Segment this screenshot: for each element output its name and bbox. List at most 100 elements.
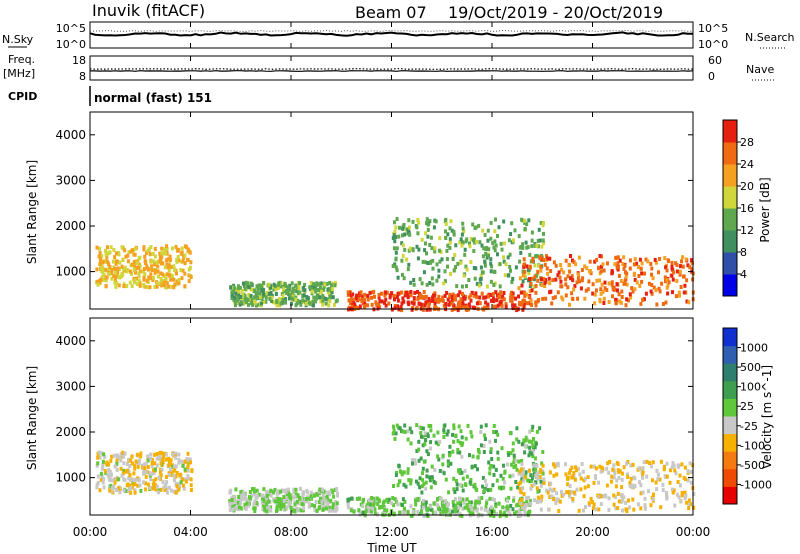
heatmap-cell	[317, 506, 321, 511]
heatmap-cell	[690, 267, 694, 271]
heatmap-cell	[611, 270, 614, 275]
colorbar-segment	[723, 398, 737, 417]
heatmap-cell	[255, 488, 259, 493]
heatmap-cell	[324, 297, 328, 301]
heatmap-cell	[459, 301, 463, 306]
heatmap-cell	[385, 497, 389, 502]
heatmap-cell	[548, 281, 552, 286]
heatmap-cell	[519, 467, 523, 472]
heatmap-cell	[233, 295, 237, 300]
heatmap-cell	[639, 491, 643, 496]
heatmap-cell	[436, 442, 440, 447]
heatmap-cell	[462, 500, 466, 505]
heatmap-cell	[134, 459, 138, 464]
heatmap-cell	[482, 246, 486, 251]
heatmap-cell	[142, 245, 146, 250]
heatmap-cell	[258, 295, 262, 300]
heatmap-cell	[577, 508, 581, 513]
heatmap-cell	[161, 480, 165, 484]
heatmap-cell	[600, 465, 604, 470]
heatmap-cell	[114, 274, 118, 279]
heatmap-cell	[407, 262, 411, 267]
heatmap-cell	[463, 252, 467, 257]
heatmap-cell	[559, 284, 563, 289]
heatmap-cell	[599, 287, 603, 292]
heatmap-cell	[680, 491, 684, 495]
heatmap-cell	[424, 300, 428, 305]
heatmap-cell	[239, 501, 243, 506]
heatmap-cell	[287, 494, 291, 499]
heatmap-cell	[614, 255, 618, 260]
heatmap-cell	[397, 464, 401, 469]
heatmap-cell	[121, 471, 125, 476]
heatmap-cell	[554, 263, 558, 268]
heatmap-cell	[418, 511, 421, 516]
heatmap-cell	[164, 276, 168, 281]
heatmap-cell	[138, 269, 142, 274]
heatmap-cell	[294, 286, 298, 291]
heatmap-cell	[122, 267, 126, 272]
heatmap-cell	[253, 509, 257, 513]
heatmap-cell	[539, 507, 543, 512]
heatmap-cell	[317, 500, 321, 505]
heatmap-cell	[165, 475, 168, 479]
heatmap-cell	[507, 273, 511, 278]
heatmap-cell	[620, 289, 624, 294]
heatmap-cell	[587, 279, 591, 284]
heatmap-cell	[262, 300, 266, 305]
heatmap-cell	[461, 221, 465, 226]
heatmap-cell	[149, 276, 153, 281]
heatmap-cell	[532, 467, 536, 472]
heatmap-cell	[150, 461, 154, 466]
heatmap-cell	[126, 253, 130, 258]
heatmap-cell	[346, 502, 350, 507]
heatmap-cell	[602, 301, 606, 305]
heatmap-cell	[291, 293, 295, 298]
heatmap-cell	[619, 279, 623, 283]
heatmap-cell	[144, 470, 148, 474]
heatmap-cell	[243, 495, 247, 500]
heatmap-cell	[527, 439, 531, 444]
heatmap-cell	[597, 495, 601, 500]
heatmap-cell	[352, 509, 356, 514]
heatmap-cell	[325, 282, 329, 286]
heatmap-cell	[643, 271, 646, 276]
heatmap-cell	[321, 505, 325, 510]
heatmap-cell	[125, 468, 129, 473]
heatmap-cell	[502, 219, 506, 224]
heatmap-cell	[256, 287, 260, 292]
colorbar-tick-label: 25	[740, 400, 754, 413]
heatmap-cell	[625, 297, 629, 302]
heatmap-cell	[622, 255, 626, 260]
heatmap-cell	[486, 228, 490, 233]
heatmap-cell	[393, 497, 397, 502]
heatmap-cell	[466, 423, 470, 428]
heatmap-cell	[121, 450, 125, 455]
heatmap-cell	[500, 247, 504, 252]
heatmap-cell	[457, 505, 461, 510]
heatmap-cell	[486, 509, 490, 514]
heatmap-cell	[142, 471, 145, 476]
heatmap-cell	[534, 473, 538, 478]
heatmap-cell	[169, 277, 173, 282]
heatmap-cell	[518, 276, 522, 281]
heatmap-cell	[439, 249, 443, 254]
heatmap-cell	[666, 283, 670, 288]
heatmap-cell	[541, 296, 545, 301]
heatmap-cell	[321, 507, 325, 512]
heatmap-cell	[464, 436, 468, 441]
heatmap-cell	[415, 423, 419, 428]
nsky-trace	[89, 31, 694, 37]
heatmap-cell	[657, 286, 661, 291]
heatmap-cell	[448, 295, 452, 299]
heatmap-cell	[186, 451, 190, 456]
heatmap-cell	[514, 265, 518, 270]
heatmap-cell	[612, 493, 616, 498]
heatmap-cell	[591, 291, 595, 296]
heatmap-cell	[261, 507, 265, 512]
heatmap-cell	[675, 279, 679, 283]
heatmap-cell	[289, 505, 293, 510]
heatmap-cell	[456, 439, 460, 444]
heatmap-cell	[155, 487, 158, 492]
heatmap-cell	[461, 497, 465, 502]
